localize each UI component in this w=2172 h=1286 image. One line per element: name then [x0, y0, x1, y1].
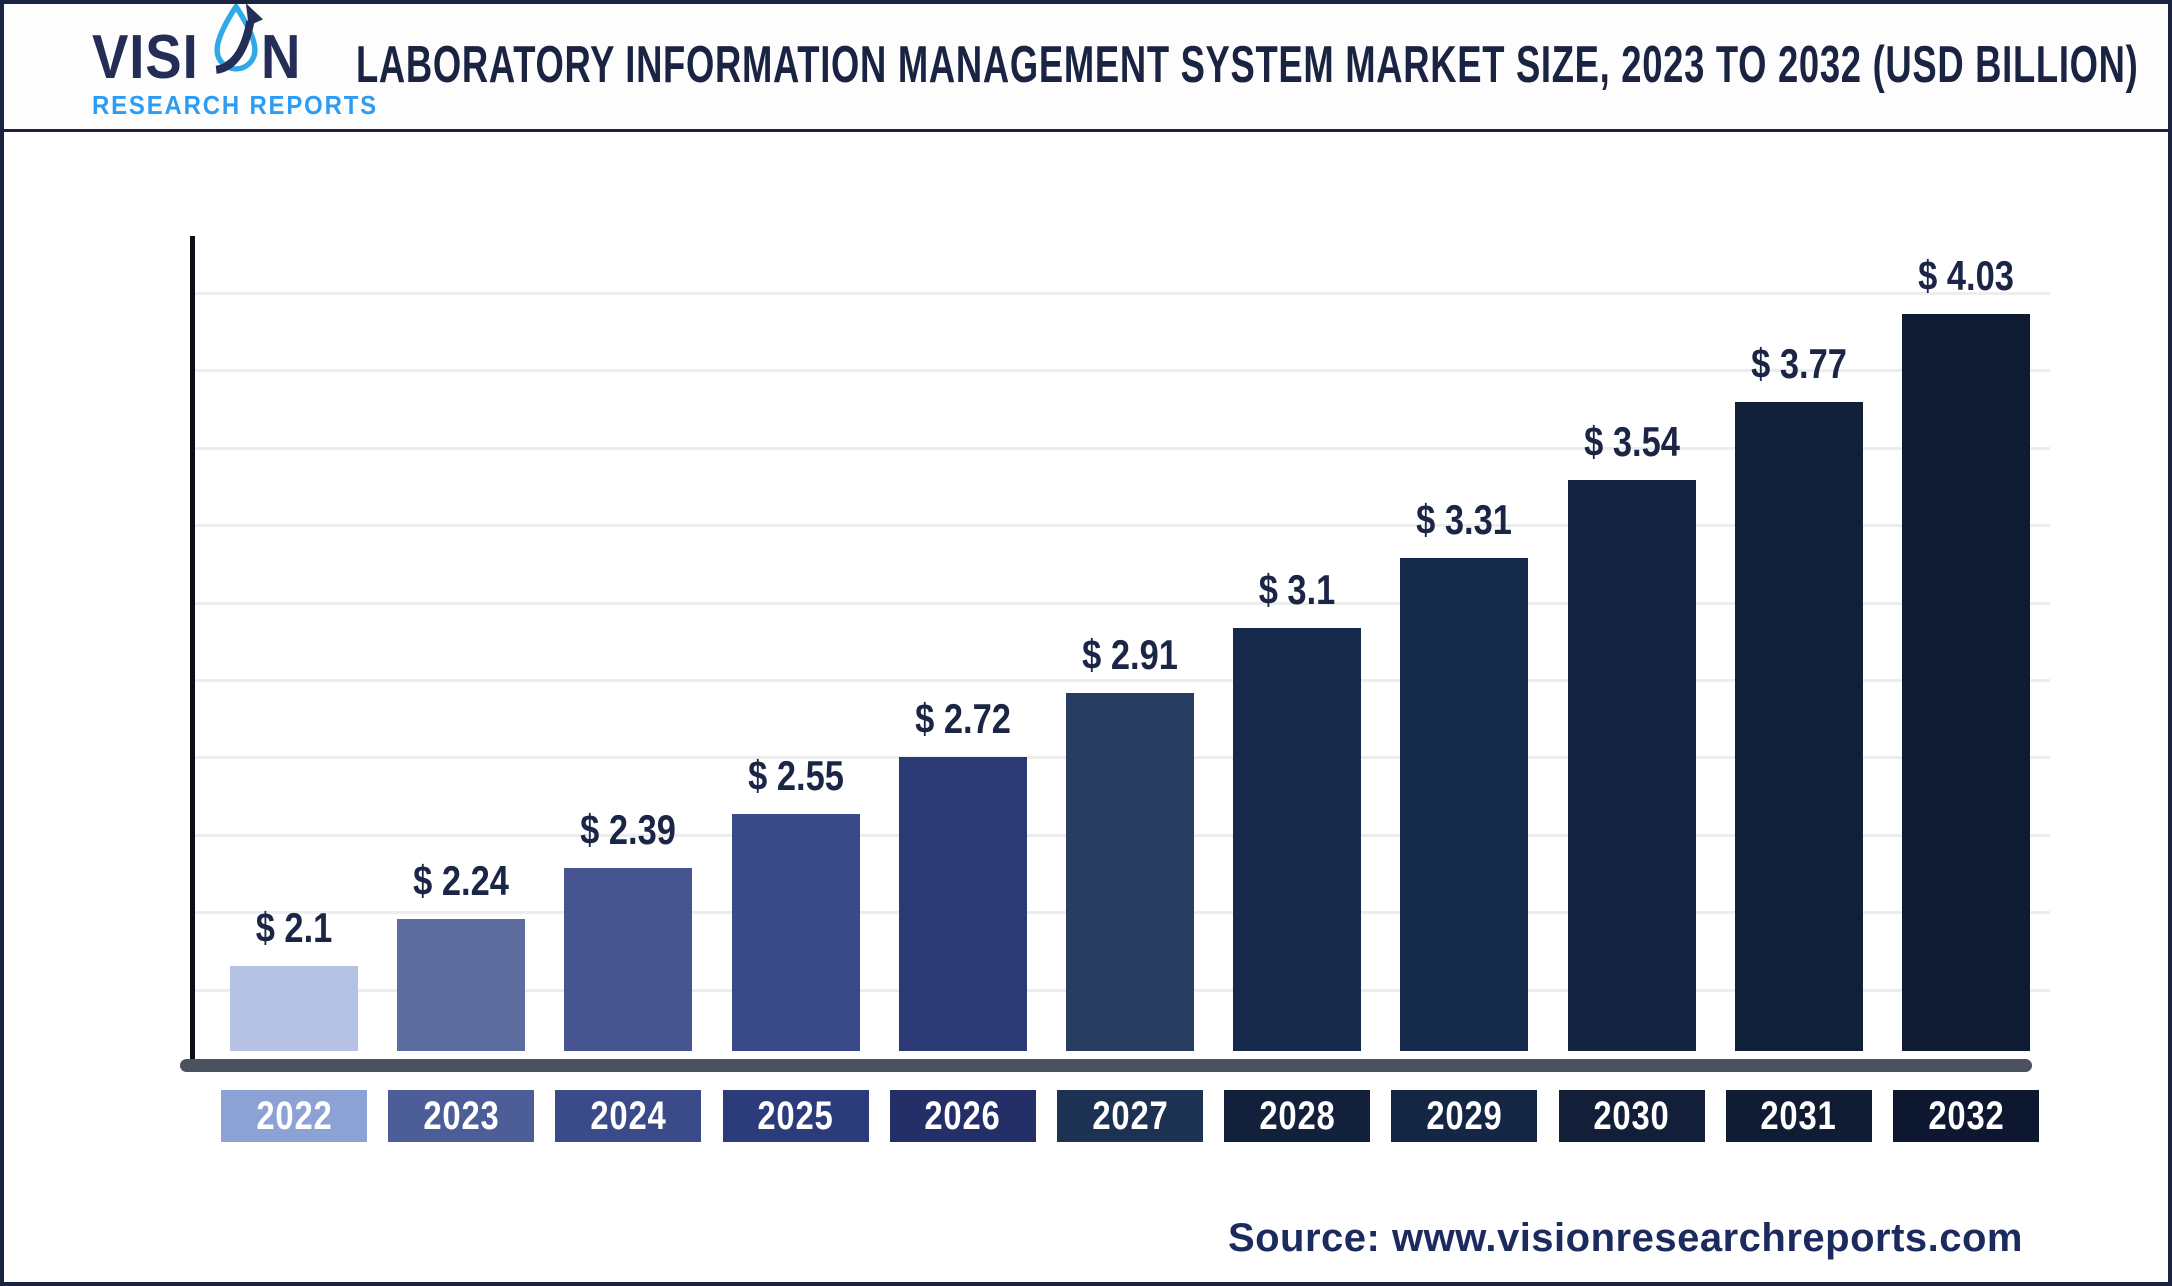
- bar-2024: [564, 868, 693, 1051]
- bar-group: $ 3.31: [1400, 496, 1529, 1051]
- bar-2023: [397, 919, 526, 1051]
- bar-2029: [1400, 558, 1529, 1051]
- bar-2032: [1902, 314, 2030, 1051]
- bar-group: $ 2.91: [1066, 631, 1194, 1051]
- bar-group: $ 2.1: [230, 904, 358, 1051]
- bar-value-label: $ 4.03: [1918, 252, 2014, 299]
- bar-2025: [731, 814, 860, 1051]
- bar-group: $ 2.55: [731, 752, 860, 1051]
- source-text: Source: www.visionresearchreports.com: [1227, 1216, 2023, 1260]
- gridline: [194, 524, 2050, 528]
- bar-2027: [1066, 693, 1194, 1051]
- bar-group: $ 3.54: [1567, 418, 1696, 1051]
- bar-value-label: $ 2.55: [747, 752, 844, 799]
- bar-group: $ 4.03: [1902, 252, 2030, 1051]
- bar-value-label: $ 3.54: [1583, 418, 1680, 465]
- year-label-2028: 2028: [1224, 1090, 1371, 1142]
- gridline: [194, 679, 2050, 682]
- bar-value-label: $ 3.77: [1750, 340, 1847, 387]
- logo-text-right: N: [261, 23, 302, 93]
- year-label-2023: 2023: [388, 1090, 535, 1142]
- bar-2030: [1567, 480, 1696, 1051]
- year-label-2022: 2022: [221, 1090, 367, 1142]
- bar-value-label: $ 2.24: [413, 857, 510, 904]
- bar-group: $ 3.1: [1233, 566, 1362, 1051]
- bar-group: $ 2.39: [564, 806, 693, 1051]
- bar-value-label: $ 2.1: [255, 904, 333, 951]
- logo-tagline: RESEARCH REPORTS: [92, 90, 378, 120]
- year-label-2029: 2029: [1391, 1090, 1538, 1142]
- bar-2022: [230, 966, 358, 1051]
- gridline: [194, 601, 2050, 605]
- bar-group: $ 2.72: [898, 695, 1027, 1051]
- gridline: [194, 292, 2050, 295]
- year-label-2026: 2026: [889, 1090, 1036, 1142]
- water-drop-arrow-icon: [209, 4, 264, 86]
- gridline: [194, 446, 2050, 450]
- brand-logo: VISI N RESEARCH REPORTS: [92, 4, 376, 121]
- bar-2026: [898, 757, 1027, 1051]
- bar-value-label: $ 3.1: [1258, 566, 1336, 613]
- year-label-2025: 2025: [722, 1090, 869, 1142]
- header: VISI N RESEARCH REPORTS LABORATORY INFOR…: [4, 4, 2168, 132]
- bar-2028: [1233, 628, 1362, 1051]
- bar-value-label: $ 2.91: [1082, 631, 1178, 678]
- bar-group: $ 2.24: [397, 857, 526, 1051]
- year-label-2024: 2024: [555, 1090, 702, 1142]
- bar-value-label: $ 2.72: [914, 695, 1011, 742]
- y-axis-line: [190, 236, 195, 1072]
- bar-2031: [1734, 402, 1863, 1051]
- year-label-2031: 2031: [1725, 1090, 1872, 1142]
- bar-group: $ 3.77: [1734, 340, 1863, 1051]
- gridline: [194, 369, 2050, 373]
- bar-value-label: $ 3.31: [1416, 496, 1513, 543]
- x-axis-line: [180, 1059, 2032, 1072]
- bar-value-label: $ 2.39: [580, 806, 677, 853]
- year-label-2030: 2030: [1558, 1090, 1705, 1142]
- year-label-2032: 2032: [1893, 1090, 2039, 1142]
- logo-wordmark: VISI N: [92, 4, 352, 93]
- year-label-2027: 2027: [1057, 1090, 1203, 1142]
- logo-text-left: VISI: [92, 23, 199, 93]
- page-title: LABORATORY INFORMATION MANAGEMENT SYSTEM…: [356, 36, 2139, 94]
